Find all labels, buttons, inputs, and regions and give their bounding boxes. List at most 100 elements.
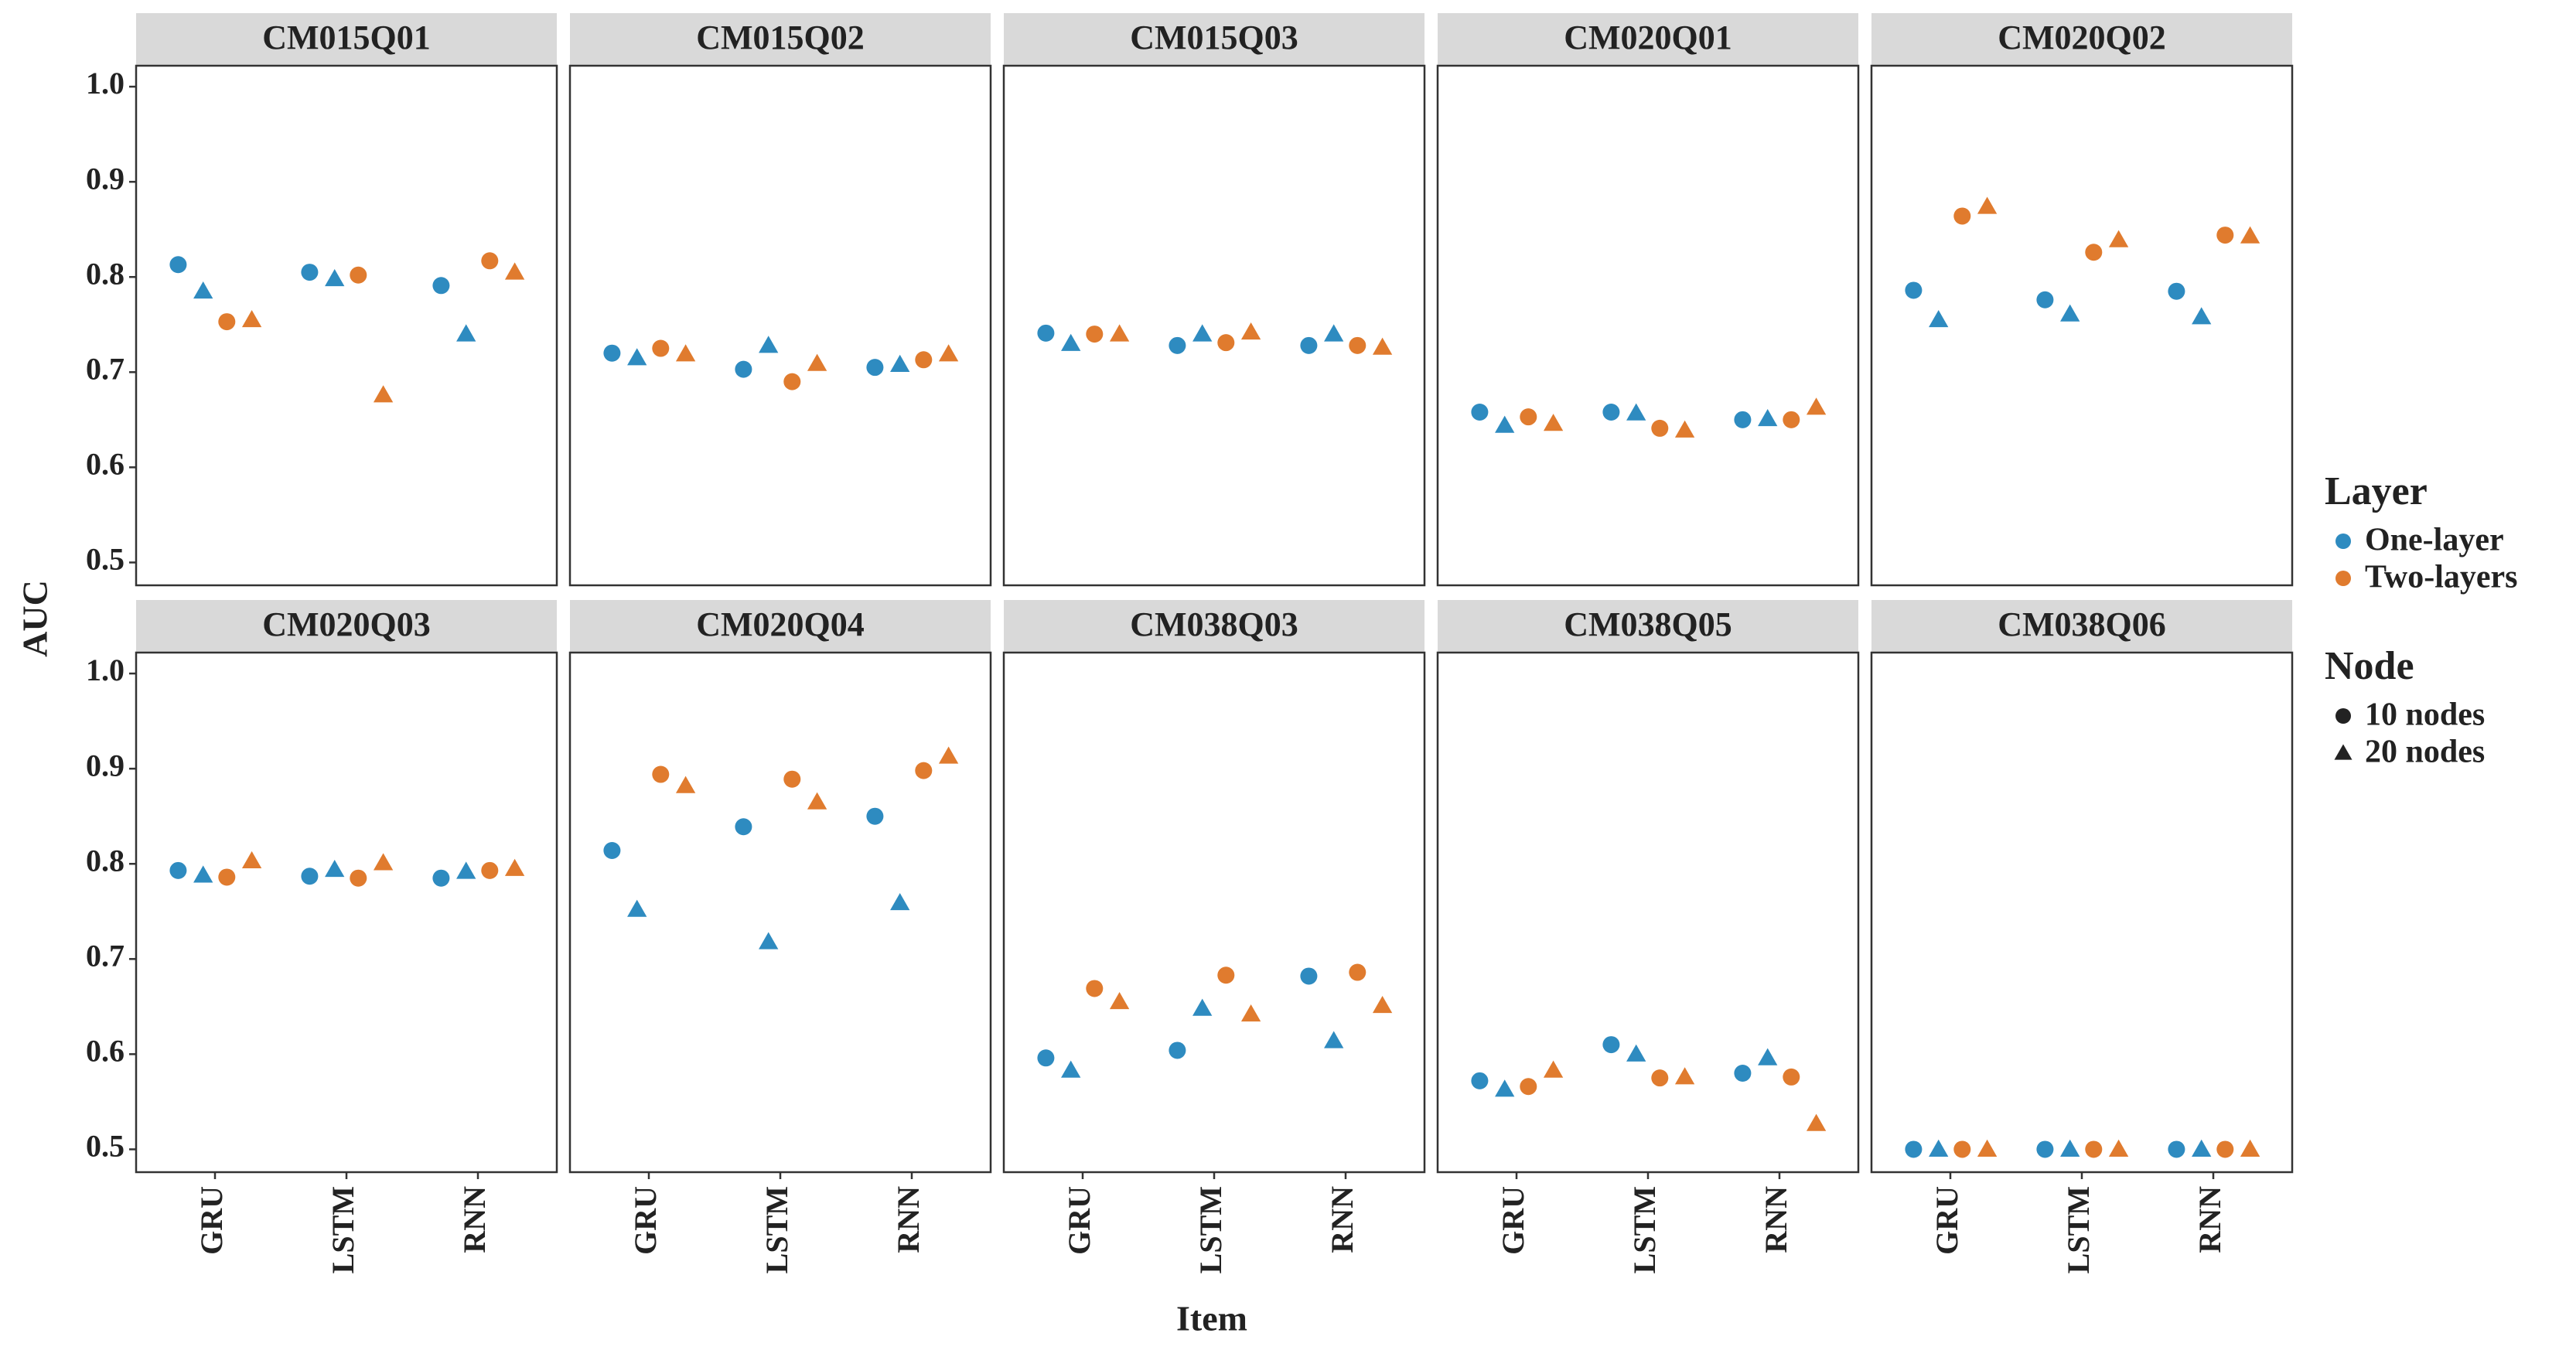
point: [2168, 282, 2185, 300]
point: [1300, 967, 1318, 985]
point: [1651, 1069, 1669, 1087]
x-tick-label: RNN: [457, 1186, 492, 1253]
point: [456, 861, 476, 879]
facet-title: CM015Q03: [1130, 19, 1298, 56]
point: [2108, 1139, 2129, 1157]
point: [1977, 196, 1998, 214]
facet-title: CM020Q03: [262, 605, 431, 643]
point: [301, 264, 319, 281]
point: [350, 266, 367, 284]
point: [652, 339, 670, 357]
y-tick-label: 0.7: [86, 351, 125, 386]
point: [915, 762, 933, 779]
legend-title: Node: [2325, 644, 2414, 688]
point: [1626, 403, 1646, 421]
facet-strip: [570, 600, 991, 653]
x-tick-label: RNN: [1759, 1186, 1793, 1253]
legend-label: 10 nodes: [2365, 697, 2485, 733]
point: [2168, 1140, 2185, 1158]
point: [432, 869, 450, 887]
point: [890, 354, 910, 372]
legend-title: Layer: [2325, 469, 2428, 513]
y-tick-label: 0.8: [86, 256, 125, 291]
facet-strip: [136, 600, 557, 653]
point: [807, 353, 827, 371]
point: [1324, 324, 1344, 342]
point: [1674, 1067, 1695, 1085]
point: [1674, 420, 1695, 438]
point: [1324, 1031, 1344, 1048]
point: [481, 252, 499, 270]
point: [2085, 1140, 2103, 1158]
point: [735, 360, 752, 378]
x-tick-label: LSTM: [1627, 1186, 1662, 1273]
point: [373, 385, 394, 403]
point: [241, 851, 262, 869]
point: [301, 868, 319, 885]
point: [504, 262, 525, 280]
facet-strip: [1438, 600, 1858, 653]
legend-key: [2335, 708, 2351, 724]
point: [1109, 992, 1130, 1010]
x-tick-label: RNN: [2192, 1186, 2227, 1253]
point: [2060, 304, 2080, 322]
x-tick-label: GRU: [194, 1186, 229, 1255]
x-tick-label: LSTM: [759, 1186, 794, 1273]
point: [1349, 336, 1366, 354]
point: [1169, 1041, 1186, 1059]
facet-strip: [1438, 13, 1858, 66]
point: [1240, 322, 1261, 340]
x-tick-label: GRU: [1929, 1186, 1964, 1255]
point: [2108, 230, 2129, 247]
point: [627, 348, 647, 366]
facet-title: CM015Q01: [262, 19, 431, 56]
point: [1372, 337, 1393, 355]
point: [1977, 1139, 1998, 1157]
x-tick-label: RNN: [1325, 1186, 1360, 1253]
point: [481, 861, 499, 879]
x-axis-title: Item: [1176, 1299, 1247, 1338]
point: [627, 899, 647, 917]
facet-title: CM020Q04: [696, 605, 865, 643]
point: [1806, 1113, 1827, 1131]
point: [456, 324, 476, 342]
point: [1543, 1060, 1564, 1078]
facet-strip: [570, 13, 991, 66]
point: [218, 313, 236, 331]
panel: [135, 651, 558, 1174]
point: [504, 858, 525, 876]
facet-title: CM038Q06: [1998, 605, 2166, 643]
point: [169, 861, 187, 879]
point: [2036, 1140, 2054, 1158]
point: [1602, 404, 1620, 421]
point: [2060, 1139, 2080, 1157]
point: [1192, 324, 1213, 342]
y-tick-label: 0.8: [86, 843, 125, 878]
point: [1758, 1048, 1778, 1065]
x-tick-label: LSTM: [326, 1186, 360, 1273]
point: [783, 770, 801, 788]
point: [350, 869, 367, 887]
legend-key: [2335, 534, 2351, 549]
point: [193, 281, 213, 299]
point: [1349, 963, 1366, 981]
point: [1217, 334, 1235, 352]
panel: [568, 64, 992, 587]
point: [1651, 419, 1669, 437]
point: [603, 842, 621, 859]
point: [675, 344, 696, 362]
point: [1953, 207, 1971, 225]
point: [1953, 1140, 1971, 1158]
point: [890, 893, 910, 911]
x-tick-label: GRU: [1062, 1186, 1097, 1255]
point: [603, 344, 621, 362]
point: [218, 868, 236, 886]
point: [432, 277, 450, 295]
point: [2240, 1139, 2260, 1157]
x-tick-label: RNN: [891, 1186, 926, 1253]
point: [915, 351, 933, 369]
facet-title: CM038Q05: [1564, 605, 1732, 643]
legend-label: Two-layers: [2365, 560, 2518, 595]
point: [373, 853, 394, 871]
